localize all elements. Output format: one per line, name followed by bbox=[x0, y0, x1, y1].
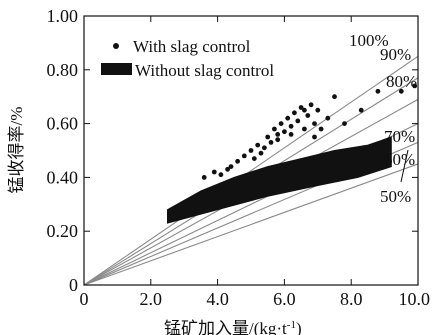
without-slag-control-band bbox=[167, 136, 392, 224]
y-axis-title: 锰收得率/% bbox=[7, 107, 26, 194]
with-slag-control-point-39 bbox=[318, 126, 324, 132]
with-slag-control-point-10 bbox=[265, 134, 271, 140]
with-slag-control-point-16 bbox=[285, 115, 291, 121]
ratio-line-50 bbox=[83, 163, 419, 286]
ratio-label-90: 90% bbox=[380, 45, 411, 64]
plot-frame bbox=[83, 15, 419, 286]
with-slag-control-point-24 bbox=[312, 121, 317, 126]
x-tick-label: 10.0 bbox=[399, 289, 431, 309]
ratio-label-80: 80% bbox=[386, 72, 417, 91]
with-slag-control-point-21 bbox=[302, 126, 307, 132]
with-slag-control-point-13 bbox=[275, 132, 281, 137]
with-slag-control-point-34 bbox=[275, 137, 281, 143]
legend: With slag control Without slag control bbox=[101, 37, 274, 80]
with-slag-control-point-38 bbox=[302, 107, 307, 113]
legend-dot-marker bbox=[113, 43, 119, 49]
with-slag-control-point-22 bbox=[305, 113, 311, 118]
with-slag-control-point-25 bbox=[315, 107, 321, 113]
with-slag-control-point-5 bbox=[241, 153, 247, 159]
x-axis-title-close: ) bbox=[296, 319, 302, 335]
y-axis-ticks: 0 0.20 0.40 0.60 0.80 1.00 bbox=[47, 6, 418, 295]
x-axis-ticks: 0 2.0 4.0 6.0 8.0 10.0 bbox=[80, 16, 431, 309]
with-slag-control-points bbox=[201, 83, 418, 180]
x-tick-label: 6.0 bbox=[273, 289, 296, 309]
y-tick-label: 1.00 bbox=[47, 6, 79, 26]
x-tick-label: 2.0 bbox=[140, 289, 163, 309]
with-slag-control-point-7 bbox=[251, 156, 257, 162]
x-axis-title: 锰矿加入量/(kg·t-1) bbox=[164, 319, 302, 335]
y-tick-label: 0.40 bbox=[47, 167, 79, 187]
x-axis-title-main: 锰矿加入量/(kg·t bbox=[164, 319, 287, 335]
with-slag-control-point-15 bbox=[282, 129, 287, 135]
with-slag-control-point-17 bbox=[288, 123, 294, 129]
with-slag-control-point-1 bbox=[211, 169, 217, 175]
x-axis-title-superscript: -1 bbox=[287, 319, 296, 331]
with-slag-control-point-27 bbox=[332, 94, 337, 100]
x-tick-label: 0 bbox=[80, 289, 89, 309]
with-slag-control-point-37 bbox=[225, 166, 231, 172]
with-slag-control-point-20 bbox=[298, 105, 304, 110]
with-slag-control-point-14 bbox=[278, 121, 284, 126]
ratio-line-100 bbox=[83, 55, 419, 286]
without-slag-control-region bbox=[167, 136, 392, 224]
with-slag-control-point-35 bbox=[288, 132, 294, 137]
with-slag-control-point-19 bbox=[295, 118, 301, 124]
legend-label-with-slag-control: With slag control bbox=[133, 37, 251, 56]
with-slag-control-point-36 bbox=[312, 134, 317, 140]
legend-label-without-slag-control: Without slag control bbox=[135, 61, 274, 80]
ratio-label-50-leader bbox=[400, 149, 409, 183]
with-slag-control-point-2 bbox=[218, 172, 224, 178]
y-tick-label: 0.80 bbox=[47, 60, 79, 80]
ratio-label-60: 60% bbox=[384, 150, 415, 169]
with-slag-control-point-29 bbox=[358, 107, 364, 113]
with-slag-control-point-30 bbox=[375, 88, 381, 94]
with-slag-control-point-8 bbox=[255, 142, 261, 148]
with-slag-control-point-3 bbox=[228, 164, 234, 170]
with-slag-control-point-4 bbox=[235, 158, 241, 164]
y-tick-label: 0.20 bbox=[47, 221, 79, 241]
with-slag-control-point-33 bbox=[258, 150, 264, 156]
y-tick-label: 0.60 bbox=[47, 114, 79, 134]
y-tick-label: 0 bbox=[69, 275, 78, 295]
ratio-labels: 100% 90% 80% 70% 60% 50% bbox=[349, 31, 417, 206]
ratio-label-70: 70% bbox=[384, 127, 415, 146]
with-slag-control-point-23 bbox=[308, 102, 314, 108]
ratio-label-100: 100% bbox=[349, 31, 389, 50]
ratio-label-50: 50% bbox=[380, 187, 411, 206]
x-tick-label: 8.0 bbox=[340, 289, 363, 309]
with-slag-control-point-11 bbox=[268, 140, 274, 145]
with-slag-control-point-32 bbox=[412, 83, 418, 89]
with-slag-control-point-9 bbox=[262, 145, 267, 151]
with-slag-control-point-26 bbox=[325, 115, 331, 121]
with-slag-control-point-28 bbox=[342, 121, 347, 126]
with-slag-control-point-18 bbox=[292, 110, 297, 116]
x-tick-label: 4.0 bbox=[206, 289, 229, 309]
with-slag-control-point-31 bbox=[398, 88, 404, 94]
with-slag-control-point-6 bbox=[248, 148, 254, 153]
with-slag-control-point-12 bbox=[272, 126, 277, 132]
with-slag-control-point-0 bbox=[201, 175, 207, 180]
legend-block-marker bbox=[101, 63, 132, 75]
